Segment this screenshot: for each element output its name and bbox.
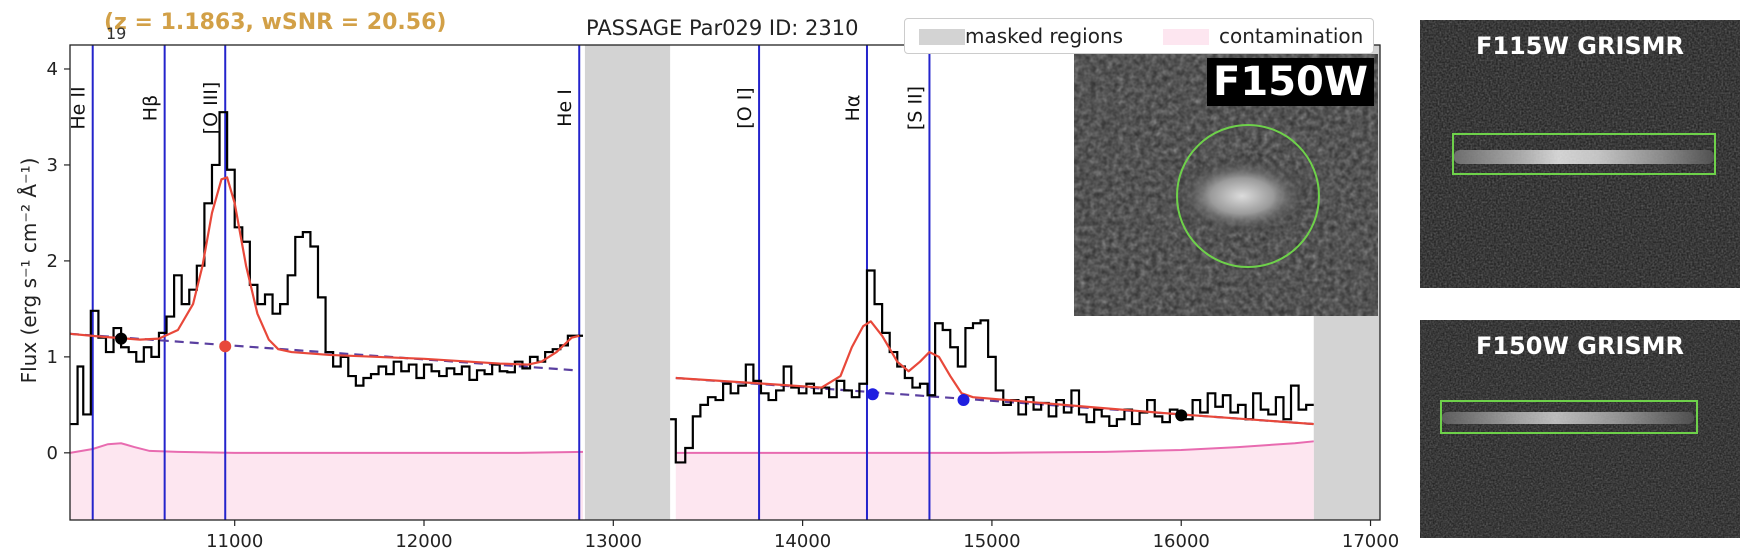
contamination-line xyxy=(675,440,1314,454)
emission-line-label: [O I] xyxy=(734,87,756,128)
spectrum-layer xyxy=(70,111,1314,464)
contamination-fill xyxy=(675,441,1314,520)
y-tick-label: 4 xyxy=(47,59,58,80)
model-line xyxy=(675,320,1314,426)
masked-region xyxy=(584,45,671,520)
contamination-layer xyxy=(69,440,1314,520)
x-tick-label: 13000 xyxy=(585,531,642,552)
f150w-panel-title: F150W GRISMR xyxy=(1475,332,1685,360)
emission-line-label: Hα xyxy=(842,95,864,122)
emission-line-label: [O III] xyxy=(200,82,222,135)
emission-line-markers xyxy=(91,45,931,520)
masked-swatch xyxy=(919,29,965,45)
contamination-swatch xyxy=(1163,29,1209,45)
f150w-grism-panel: F150W GRISMR xyxy=(1420,320,1740,538)
f150w-extraction-box xyxy=(1440,400,1698,434)
contamination-fill xyxy=(70,443,584,520)
legend: masked regions contamination xyxy=(904,18,1374,54)
x-tick-label: 12000 xyxy=(395,531,452,552)
legend-contamination-label: contamination xyxy=(1219,24,1364,48)
redshift-label: (z = 1.1863, wSNR = 20.56) xyxy=(104,10,447,35)
continuum-point xyxy=(115,332,128,345)
y-tick-label: 0 xyxy=(47,443,58,464)
model-layer xyxy=(69,176,1314,426)
x-tick-label: 11000 xyxy=(206,531,263,552)
f115w-grism-image xyxy=(1420,20,1740,288)
legend-masked-label: masked regions xyxy=(965,24,1124,48)
galaxy-blob xyxy=(1172,156,1312,236)
x-tick-label: 15000 xyxy=(963,531,1020,552)
spectrum-line xyxy=(70,111,584,426)
spectrum-line xyxy=(670,269,1314,464)
continuum-point xyxy=(866,388,879,401)
y-tick-label: 3 xyxy=(47,155,58,176)
continuum-point xyxy=(957,394,970,407)
x-tick-label: 16000 xyxy=(1153,531,1210,552)
emission-line-labels: He II Hβ [O III] He I [O I] Hα [S II] xyxy=(68,82,927,135)
model-line xyxy=(69,176,580,366)
axes xyxy=(69,44,1381,521)
f115w-extraction-box xyxy=(1452,133,1716,175)
y-tick-label: 1 xyxy=(47,347,58,368)
aperture-circle xyxy=(1176,124,1320,268)
emission-line-label: He I xyxy=(554,89,576,127)
continuum-point-markers xyxy=(115,332,1188,422)
f150w-image-inset: F150W xyxy=(1074,54,1378,316)
y-axis-label: Flux (erg s⁻¹ cm⁻² Å⁻¹) xyxy=(17,158,41,384)
plot-frame xyxy=(69,44,1381,521)
x-tick-label: 17000 xyxy=(1342,531,1399,552)
x-tick-label: 14000 xyxy=(774,531,831,552)
emission-line-label: He II xyxy=(68,86,90,129)
overlap-digits: 19 xyxy=(106,24,127,43)
axis-ticks: 11000 12000 13000 14000 15000 16000 17000 0 1 2 3 4 xyxy=(47,59,1400,552)
emission-line-label: [S II] xyxy=(904,86,926,130)
f115w-grism-panel: F115W GRISMR xyxy=(1420,20,1740,288)
f150w-grism-image xyxy=(1420,320,1740,538)
plot-title: PASSAGE Par029 ID: 2310 xyxy=(586,16,859,40)
continuum-point xyxy=(219,340,232,353)
inset-filter-label: F150W xyxy=(1207,58,1374,106)
emission-line-label: Hβ xyxy=(140,95,162,121)
y-tick-label: 2 xyxy=(47,251,58,272)
f115w-panel-title: F115W GRISMR xyxy=(1475,32,1685,60)
continuum-point xyxy=(1175,409,1188,422)
